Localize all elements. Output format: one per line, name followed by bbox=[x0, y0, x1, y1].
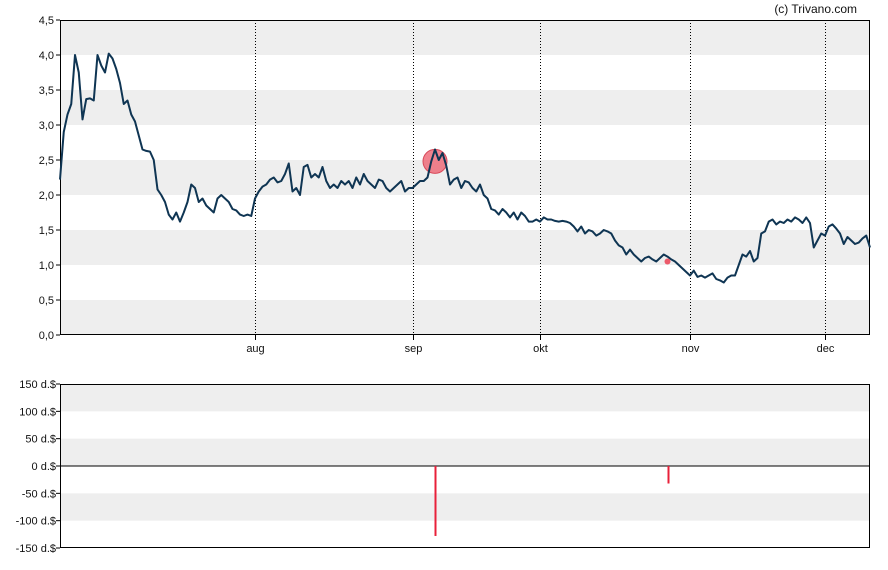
x-tick-label: sep bbox=[405, 343, 423, 355]
y-tick-label: 4,0 bbox=[39, 50, 54, 62]
lower-y-tick-label: 150 d.$ bbox=[19, 379, 56, 391]
event-marker bbox=[664, 258, 671, 265]
lower-y-tick-label: 100 d.$ bbox=[19, 406, 56, 418]
price-series-line bbox=[59, 52, 871, 284]
y-tick-label: 3,0 bbox=[39, 120, 54, 132]
y-tick-label: 4,5 bbox=[39, 15, 54, 27]
price-grid-band bbox=[60, 20, 870, 55]
x-tick-label: dec bbox=[817, 343, 835, 355]
lower-grid-band bbox=[60, 493, 870, 521]
lower-grid-band bbox=[60, 438, 870, 466]
price-grid-band bbox=[60, 230, 870, 265]
y-tick-label: 3,5 bbox=[39, 85, 54, 97]
lower-y-tick-label: -50 d.$ bbox=[22, 488, 56, 500]
y-tick-label: 0,5 bbox=[39, 295, 54, 307]
lower-panel: 150 d.$ 100 d.$ 50 d.$ 0 d.$ -50 d.$ -100 d.$… bbox=[16, 379, 870, 555]
lower-plot-frame bbox=[60, 384, 870, 548]
lower-y-tick-label: -100 d.$ bbox=[16, 516, 56, 528]
y-tick-label: 1,0 bbox=[39, 260, 54, 272]
lower-grid-band bbox=[60, 384, 870, 412]
y-tick-label: 2,0 bbox=[39, 190, 54, 202]
lower-y-tick-label: 0 d.$ bbox=[32, 461, 56, 473]
price-grid-band bbox=[60, 160, 870, 195]
lower-y-tick-label: 50 d.$ bbox=[25, 434, 56, 446]
x-tick-label: aug bbox=[246, 343, 264, 355]
copyright-label: (c) Trivano.com bbox=[774, 2, 857, 16]
x-tick-label: okt bbox=[533, 343, 548, 355]
lower-y-tick-label: -150 d.$ bbox=[16, 543, 56, 555]
price-grid-band bbox=[60, 300, 870, 335]
y-tick-label: 1,5 bbox=[39, 225, 54, 237]
price-grid-band bbox=[60, 90, 870, 125]
price-panel: augsepoktnovdec2025febmrtaprmeijun0,00,5… bbox=[39, 15, 871, 355]
x-tick-label: nov bbox=[682, 343, 700, 355]
y-tick-label: 2,5 bbox=[39, 155, 54, 167]
y-tick-label: 0,0 bbox=[39, 330, 54, 342]
